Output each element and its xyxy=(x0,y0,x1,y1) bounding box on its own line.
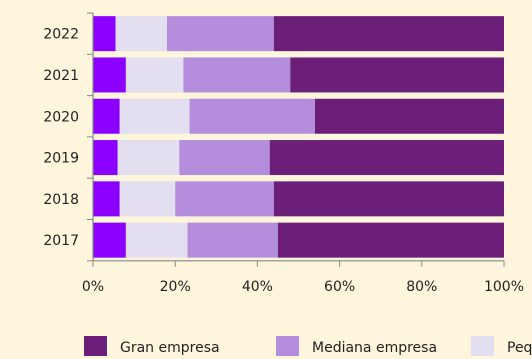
bar-segment-2022-series-2 xyxy=(166,16,274,52)
legend-label: Gran empresa xyxy=(120,340,220,356)
bar-segment-2019-series-1 xyxy=(117,140,180,176)
bar-segment-2022-series-3 xyxy=(273,16,504,52)
bar-segment-2019-series-0 xyxy=(93,140,118,176)
bar-segment-2018-series-0 xyxy=(93,181,120,217)
x-tick-label: 40% xyxy=(242,279,273,295)
legend-swatch xyxy=(276,336,299,356)
bar-segment-2020-series-1 xyxy=(119,98,190,134)
legend-swatch xyxy=(84,336,107,356)
y-tick-label: 2018 xyxy=(43,192,79,208)
x-tick-label: 60% xyxy=(324,279,355,295)
x-tick-label: 100% xyxy=(484,279,524,295)
legend-label: Mediana empresa xyxy=(312,340,437,356)
x-tick-label: 20% xyxy=(160,279,191,295)
bar-segment-2020-series-2 xyxy=(189,98,315,134)
bar-segment-2019-series-3 xyxy=(269,140,504,176)
bar-segment-2022-series-0 xyxy=(93,16,116,52)
bar-segment-2021-series-1 xyxy=(125,57,184,93)
bar-segment-2018-series-3 xyxy=(273,181,504,217)
y-tick-label: 2021 xyxy=(43,68,79,84)
bar-segment-2021-series-3 xyxy=(290,57,504,93)
legend: Gran empresa Mediana empresa Peq xyxy=(84,336,532,356)
bar-segment-2017-series-1 xyxy=(125,222,188,258)
x-tick-label: 80% xyxy=(406,279,437,295)
legend-label: Peq xyxy=(507,340,532,356)
bar-segment-2021-series-2 xyxy=(183,57,291,93)
y-tick-label: 2017 xyxy=(43,233,79,249)
bar-segment-2022-series-1 xyxy=(115,16,167,52)
x-tick-labels: 0% 20% 40% 60% 80% 100% xyxy=(82,279,524,295)
y-tick-labels: 2022 2021 2020 2019 2018 2017 xyxy=(43,27,79,249)
bar-segment-2019-series-2 xyxy=(179,140,270,176)
legend-swatch xyxy=(471,336,494,356)
bar-segment-2017-series-0 xyxy=(93,222,126,258)
y-tick-label: 2022 xyxy=(43,27,79,43)
bar-segment-2021-series-0 xyxy=(93,57,126,93)
x-tick-label: 0% xyxy=(82,279,104,295)
bar-segment-2020-series-0 xyxy=(93,98,120,134)
bar-segment-2018-series-1 xyxy=(119,181,176,217)
y-tick-label: 2019 xyxy=(43,151,79,167)
bars-layer xyxy=(93,16,504,258)
bar-segment-2020-series-3 xyxy=(314,98,504,134)
bar-segment-2018-series-2 xyxy=(175,181,274,217)
bar-segment-2017-series-2 xyxy=(187,222,278,258)
bar-segment-2017-series-3 xyxy=(277,222,504,258)
axes-layer xyxy=(87,12,505,267)
y-tick-label: 2020 xyxy=(43,109,79,125)
